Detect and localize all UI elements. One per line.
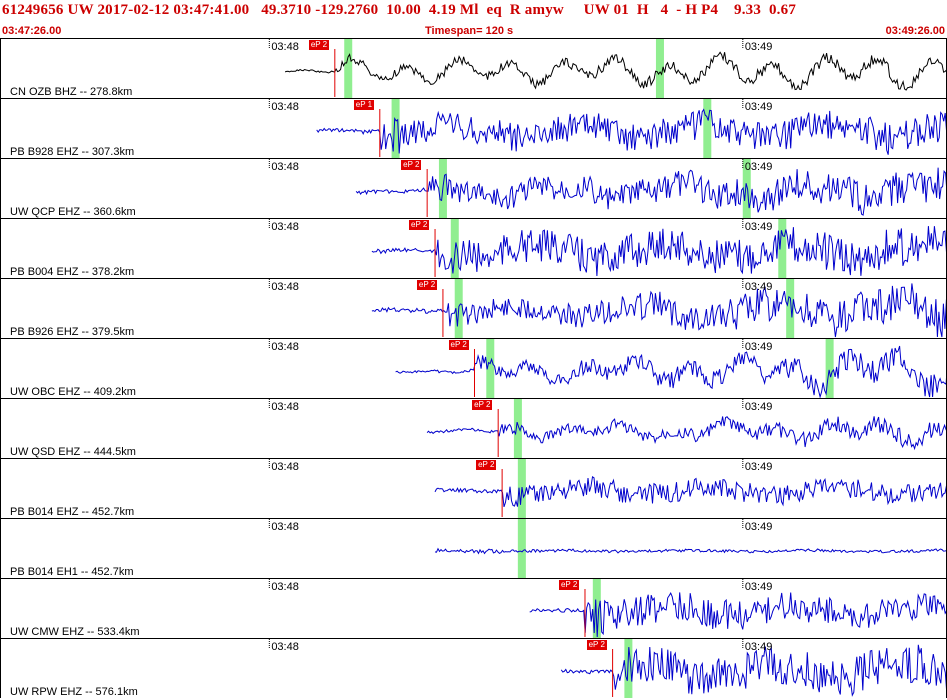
minute-label: 03:49 — [744, 641, 773, 653]
phase-pick-label[interactable]: eP 2 — [448, 340, 469, 350]
minute-label: 03:48 — [271, 41, 299, 53]
start-time-label: 03:47:26.00 — [2, 25, 62, 37]
phase-marker — [450, 219, 459, 278]
phase-pick-label[interactable]: eP 2 — [409, 220, 430, 230]
minute-label: 03:48 — [271, 521, 299, 533]
station-label: UW QCP EHZ -- 360.6km — [10, 206, 136, 218]
station-label: PB B928 EHZ -- 307.3km — [10, 146, 135, 158]
waveform-canvas — [268, 399, 946, 458]
minute-label: 03:48 — [271, 281, 299, 293]
waveform-canvas — [268, 519, 946, 578]
station-label: UW RPW EHZ -- 576.1km — [10, 686, 138, 698]
end-time-label: 03:49:26.00 — [885, 25, 945, 37]
waveform-canvas — [268, 579, 946, 638]
phase-pick-label[interactable]: eP 2 — [416, 280, 438, 290]
trace-row[interactable]: 03:48 03:49 eP 2 UW QSD EHZ -- 444.5km — [0, 398, 947, 458]
minute-label: 03:49 — [744, 341, 773, 353]
phase-marker — [655, 39, 664, 98]
waveform-canvas — [268, 219, 946, 278]
phase-pick-label[interactable]: eP 2 — [476, 460, 497, 470]
station-label: PB B926 EHZ -- 379.5km — [10, 326, 135, 338]
minute-label: 03:49 — [744, 401, 773, 413]
trace-row[interactable]: 03:48 03:49 eP 1 PB B928 EHZ -- 307.3km — [0, 98, 947, 158]
trace-row[interactable]: 03:48 03:49 eP 2 UW CMW EHZ -- 533.4km — [0, 578, 947, 638]
trace-row[interactable]: 03:48 03:49 eP 2 PB B926 EHZ -- 379.5km — [0, 278, 947, 338]
minute-label: 03:48 — [271, 221, 299, 233]
event-header: 61249656 UW 2017-02-12 03:47:41.00 49.37… — [0, 0, 947, 38]
minute-label: 03:49 — [744, 161, 773, 173]
minute-label: 03:49 — [744, 461, 773, 473]
phase-pick-label[interactable]: eP 2 — [558, 580, 580, 590]
minute-label: 03:48 — [271, 641, 299, 653]
phase-pick-label[interactable]: eP 2 — [308, 40, 330, 50]
minute-label: 03:48 — [271, 461, 299, 473]
minute-label: 03:48 — [271, 401, 299, 413]
waveform-line — [434, 547, 946, 555]
station-label: UW QSD EHZ -- 444.5km — [10, 446, 136, 458]
minute-label: 03:48 — [271, 101, 299, 113]
phase-marker — [825, 339, 834, 398]
minute-label: 03:48 — [271, 581, 299, 593]
trace-row[interactable]: 03:48 03:49 eP 2 PB B004 EHZ -- 378.2km — [0, 218, 947, 278]
event-summary-line: 61249656 UW 2017-02-12 03:47:41.00 49.37… — [2, 2, 797, 18]
station-label: PB B014 EHZ -- 452.7km — [10, 506, 135, 518]
waveform-canvas — [268, 159, 946, 218]
waveform-line — [355, 167, 946, 216]
station-label: PB B014 EH1 -- 452.7km — [10, 566, 134, 578]
trace-row[interactable]: 03:48 03:49 PB B014 EH1 -- 452.7km — [0, 518, 947, 578]
station-label: CN OZB BHZ -- 278.8km — [10, 86, 133, 98]
phase-marker — [391, 99, 400, 158]
seismogram-panel[interactable]: 03:48 03:49 eP 2 CN OZB BHZ -- 278.8km 03:48… — [0, 38, 947, 700]
waveform-line — [284, 51, 946, 91]
phase-marker — [486, 339, 495, 398]
phase-marker — [786, 279, 795, 338]
waveform-line — [434, 475, 946, 508]
minute-label: 03:48 — [271, 161, 299, 173]
phase-marker — [778, 219, 787, 278]
minute-label: 03:49 — [744, 101, 773, 113]
phase-marker — [624, 639, 633, 698]
station-label: PB B004 EHZ -- 378.2km — [10, 266, 135, 278]
trace-row[interactable]: 03:48 03:49 eP 2 UW RPW EHZ -- 576.1km — [0, 638, 947, 698]
trace-row[interactable]: 03:48 03:49 eP 2 UW QCP EHZ -- 360.6km — [0, 158, 947, 218]
waveform-line — [395, 345, 946, 398]
phase-pick-label[interactable]: eP 1 — [353, 100, 375, 110]
phase-marker — [742, 159, 751, 218]
trace-row[interactable]: 03:48 03:49 eP 2 UW OBC EHZ -- 409.2km — [0, 338, 947, 398]
phase-marker — [344, 39, 353, 98]
phase-marker — [703, 99, 712, 158]
waveform-canvas — [268, 99, 946, 158]
phase-marker — [513, 399, 522, 458]
minute-label: 03:49 — [744, 281, 773, 293]
waveform-canvas — [268, 279, 946, 338]
phase-pick-label[interactable]: eP 2 — [586, 640, 607, 650]
waveform-line — [371, 226, 946, 277]
minute-label: 03:49 — [744, 41, 773, 53]
phase-marker — [592, 579, 601, 638]
trace-row[interactable]: 03:48 03:49 eP 2 PB B014 EHZ -- 452.7km — [0, 458, 947, 518]
waveform-canvas — [268, 339, 946, 398]
waveform-line — [529, 591, 946, 638]
waveform-line — [371, 283, 946, 338]
station-label: UW CMW EHZ -- 533.4km — [10, 626, 140, 638]
waveform-line — [316, 108, 946, 155]
waveform-canvas — [268, 639, 946, 698]
minute-label: 03:49 — [744, 581, 773, 593]
trace-row[interactable]: 03:48 03:49 eP 2 CN OZB BHZ -- 278.8km — [0, 38, 947, 98]
phase-pick-label[interactable]: eP 2 — [472, 400, 493, 410]
minute-label: 03:49 — [744, 521, 773, 533]
waveform-canvas — [268, 459, 946, 518]
phase-pick-label[interactable]: eP 2 — [401, 160, 422, 170]
phase-marker — [517, 519, 526, 578]
station-label: UW OBC EHZ -- 409.2km — [10, 386, 136, 398]
minute-label: 03:48 — [271, 341, 299, 353]
minute-label: 03:49 — [744, 221, 773, 233]
waveform-line — [426, 416, 946, 451]
waveform-line — [560, 644, 946, 697]
waveform-canvas — [268, 39, 946, 98]
timespan-label: Timespan= 120 s — [425, 25, 514, 37]
